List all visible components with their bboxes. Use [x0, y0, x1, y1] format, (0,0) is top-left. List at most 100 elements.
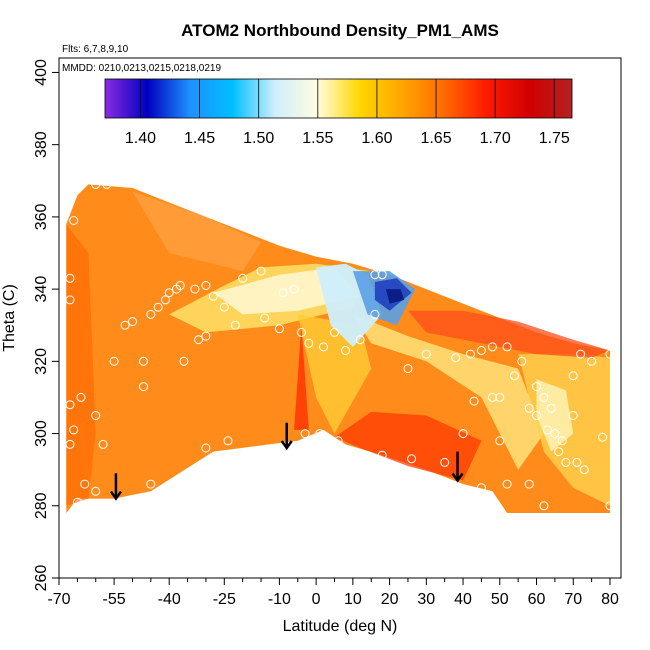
field-patch: [132, 191, 261, 272]
x-tick-label: 70: [564, 591, 582, 608]
sample-point: [102, 179, 112, 189]
sample-point: [524, 403, 534, 413]
sample-point: [550, 429, 560, 439]
sample-point: [69, 216, 79, 225]
sample-point: [370, 309, 380, 319]
sample-point: [164, 288, 174, 298]
sample-point: [238, 273, 248, 283]
sample-point: [440, 457, 450, 467]
x-tick-label: -40: [158, 591, 181, 608]
sample-point: [517, 356, 527, 366]
sample-point: [532, 411, 541, 420]
sample-point: [201, 331, 211, 341]
sample-point: [495, 436, 505, 446]
sample-point: [355, 450, 365, 460]
flights-label: Flts: 6,7,8,9,10: [62, 44, 129, 55]
field-patch: [334, 411, 482, 481]
y-tick-label: 400: [33, 59, 50, 86]
colorbar: 1.40 1.45 1.50 1.55 1.60 1.65 1.70 1.75: [104, 78, 573, 147]
sample-point: [256, 266, 266, 276]
colorbar-tick-label: 1.65: [420, 130, 451, 147]
sample-point: [65, 400, 75, 410]
sample-point: [65, 439, 75, 449]
sample-point: [502, 479, 512, 489]
sample-point: [194, 335, 204, 345]
sample-point: [554, 447, 564, 457]
x-tick-label: -25: [213, 591, 236, 608]
sample-point: [65, 295, 75, 305]
dates-label: MMDD: 0210,0213,0215,0218,0219: [62, 63, 221, 74]
sample-point: [179, 356, 189, 366]
sample-point: [201, 281, 211, 290]
sample-point: [605, 501, 615, 511]
sample-point: [208, 291, 218, 301]
y-tick-label: 340: [33, 276, 50, 303]
sample-point: [557, 436, 567, 446]
sample-point: [587, 356, 597, 366]
x-tick-label: -55: [103, 591, 126, 608]
sample-point: [219, 302, 229, 312]
sample-point: [333, 436, 343, 446]
sample-point: [304, 338, 314, 348]
sample-point: [76, 179, 86, 189]
sample-point: [524, 479, 534, 489]
field-patch: [408, 310, 610, 358]
colorbar-tick-label: 1.45: [184, 130, 215, 147]
sample-point: [153, 302, 163, 312]
sample-point: [355, 335, 365, 345]
sample-point: [260, 313, 270, 323]
sample-point: [377, 270, 387, 280]
sample-point: [476, 346, 486, 355]
sample-point: [465, 349, 475, 359]
field-patch: [352, 314, 544, 470]
sample-point: [91, 486, 101, 496]
y-axis-label: Theta (C): [1, 284, 18, 352]
arrows: [109, 422, 464, 501]
sample-point: [539, 392, 549, 402]
sample-point: [230, 320, 240, 330]
sample-point: [543, 425, 552, 435]
y-tick-label: 380: [33, 131, 50, 158]
colorbar-tick-label: 1.75: [539, 130, 570, 147]
sample-point: [576, 349, 586, 359]
colorbar-tick-label: 1.50: [243, 130, 274, 147]
sample-point: [300, 429, 310, 439]
y-tick-label: 320: [33, 348, 50, 375]
sample-point: [572, 457, 582, 467]
sample-point: [98, 439, 108, 449]
plot-frame: [58, 57, 622, 579]
sample-point: [605, 349, 615, 359]
density-field: [66, 184, 611, 513]
x-tick-label: 30: [417, 591, 435, 608]
sample-point: [539, 501, 549, 511]
x-tick-label: 20: [381, 591, 399, 608]
sample-point: [476, 483, 486, 493]
sample-point: [146, 479, 156, 489]
x-tick-label: 10: [344, 591, 362, 608]
sample-point: [579, 465, 589, 475]
sample-point: [561, 457, 571, 467]
colorbar-gradient: [104, 78, 573, 119]
sample-point: [502, 342, 512, 352]
arrow-marker: [451, 451, 464, 483]
field-patch: [294, 325, 309, 430]
colorbar-tick-label: 1.70: [480, 130, 511, 147]
sample-point: [568, 371, 578, 381]
sample-point: [91, 179, 101, 189]
x-tick-label: -70: [47, 591, 70, 608]
sample-point: [403, 364, 413, 374]
colorbar-tick-label: 1.60: [361, 130, 392, 147]
sample-point: [91, 411, 101, 420]
sample-point: [532, 382, 541, 392]
sample-point: [146, 309, 156, 319]
sample-point: [175, 281, 185, 290]
sample-point: [487, 342, 497, 352]
sample-point: [278, 288, 288, 298]
sample-point: [139, 382, 148, 392]
sample-point: [80, 479, 90, 489]
sample-point: [568, 411, 578, 420]
x-tick-label: 50: [491, 591, 509, 608]
sample-point: [370, 270, 380, 280]
sample-point: [65, 273, 75, 283]
